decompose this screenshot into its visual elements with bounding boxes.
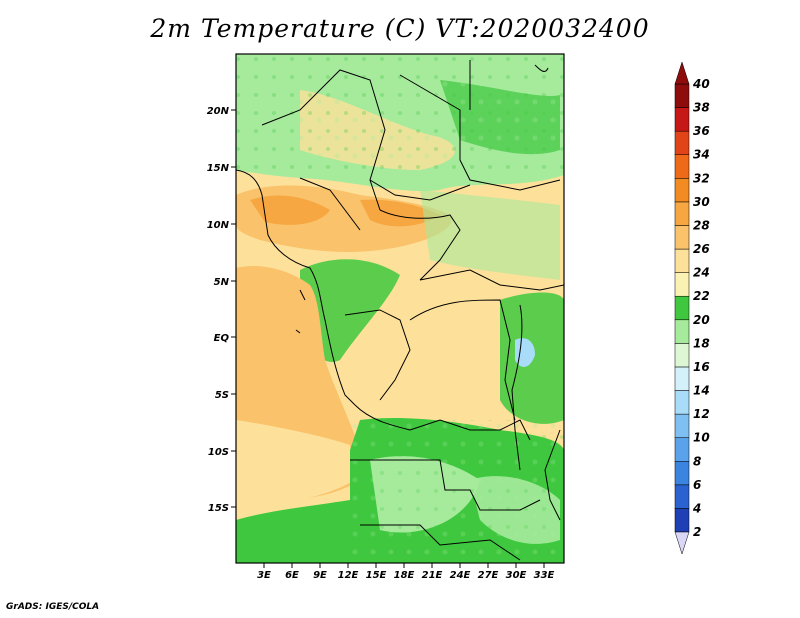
colorbar-label: 20 [693, 313, 710, 327]
colorbar-segment [674, 272, 690, 297]
y-tick-label: 20N [207, 106, 230, 117]
x-tick-label: 33E [534, 570, 555, 581]
colorbar-label: 2 [693, 525, 701, 539]
colorbar-segment [674, 366, 690, 391]
colorbar-segment [674, 319, 690, 344]
colorbar-segment [674, 484, 690, 509]
colorbar-label: 6 [693, 478, 701, 492]
y-tick-label: 15N [207, 163, 230, 174]
colorbar-label: 12 [693, 407, 710, 421]
colorbar-segment [674, 461, 690, 486]
colorbar-label: 10 [693, 431, 710, 445]
x-tick-label: 30E [506, 570, 527, 581]
x-tick-label: 12E [338, 570, 359, 581]
borders [236, 60, 564, 561]
y-tick-label: EQ [214, 333, 230, 344]
colorbar-segment [674, 201, 690, 226]
chart-title: 2m Temperature (C) VT:2020032400 [150, 14, 650, 43]
colorbar-label: 38 [693, 101, 710, 115]
colorbar-segment [674, 225, 690, 250]
map-frame [235, 53, 565, 564]
colorbar-label: 32 [693, 171, 710, 185]
colorbar-label: 34 [693, 148, 710, 162]
colorbar-segment [674, 390, 690, 415]
colorbar-label: 4 [692, 501, 701, 515]
colorbar-label: 26 [693, 242, 710, 256]
colorbar-label: 30 [693, 195, 710, 209]
y-tick-label: 15S [208, 503, 229, 514]
colorbar-label: 16 [693, 360, 710, 374]
colorbar-label: 40 [692, 77, 710, 91]
colorbar-segment [674, 413, 690, 438]
credit-label: GrADS: IGES/COLA [6, 602, 100, 612]
axis-ticks [231, 109, 545, 568]
x-tick-label: 27E [478, 570, 499, 581]
x-tick-label: 6E [285, 570, 299, 581]
colorbar-label: 22 [693, 289, 710, 303]
x-tick-label: 24E [450, 570, 471, 581]
colorbar-label: 18 [693, 336, 710, 350]
colorbar-segment [674, 154, 690, 179]
colorbar-label: 24 [693, 266, 710, 280]
colorbar-segment [674, 178, 690, 203]
x-tick-label: 15E [366, 570, 387, 581]
colorbar-label: 14 [693, 384, 710, 398]
colorbar-segment [674, 295, 690, 321]
x-tick-label: 18E [394, 570, 415, 581]
x-tick-label: 9E [313, 570, 327, 581]
colorbar-segment [674, 107, 690, 132]
x-tick-label: 3E [257, 570, 271, 581]
colorbar-segment [674, 83, 690, 108]
colorbar-segment [674, 343, 690, 368]
y-tick-label: 5S [215, 390, 229, 401]
colorbar-over-arrow [674, 61, 690, 85]
colorbar-label: 28 [693, 218, 710, 232]
colorbar-segment [674, 437, 690, 462]
x-tick-label: 21E [422, 570, 443, 581]
y-tick-label: 10S [208, 447, 229, 458]
colorbar-segment [674, 248, 690, 273]
colorbar-under-arrow [674, 531, 690, 555]
y-tick-label: 10N [207, 220, 230, 231]
y-tick-label: 5N [214, 277, 230, 288]
temperature-field [236, 54, 564, 563]
colorbar-label: 8 [693, 454, 701, 468]
colorbar-label: 36 [693, 124, 710, 138]
colorbar-segment [674, 130, 690, 155]
colorbar-segment [674, 508, 690, 533]
